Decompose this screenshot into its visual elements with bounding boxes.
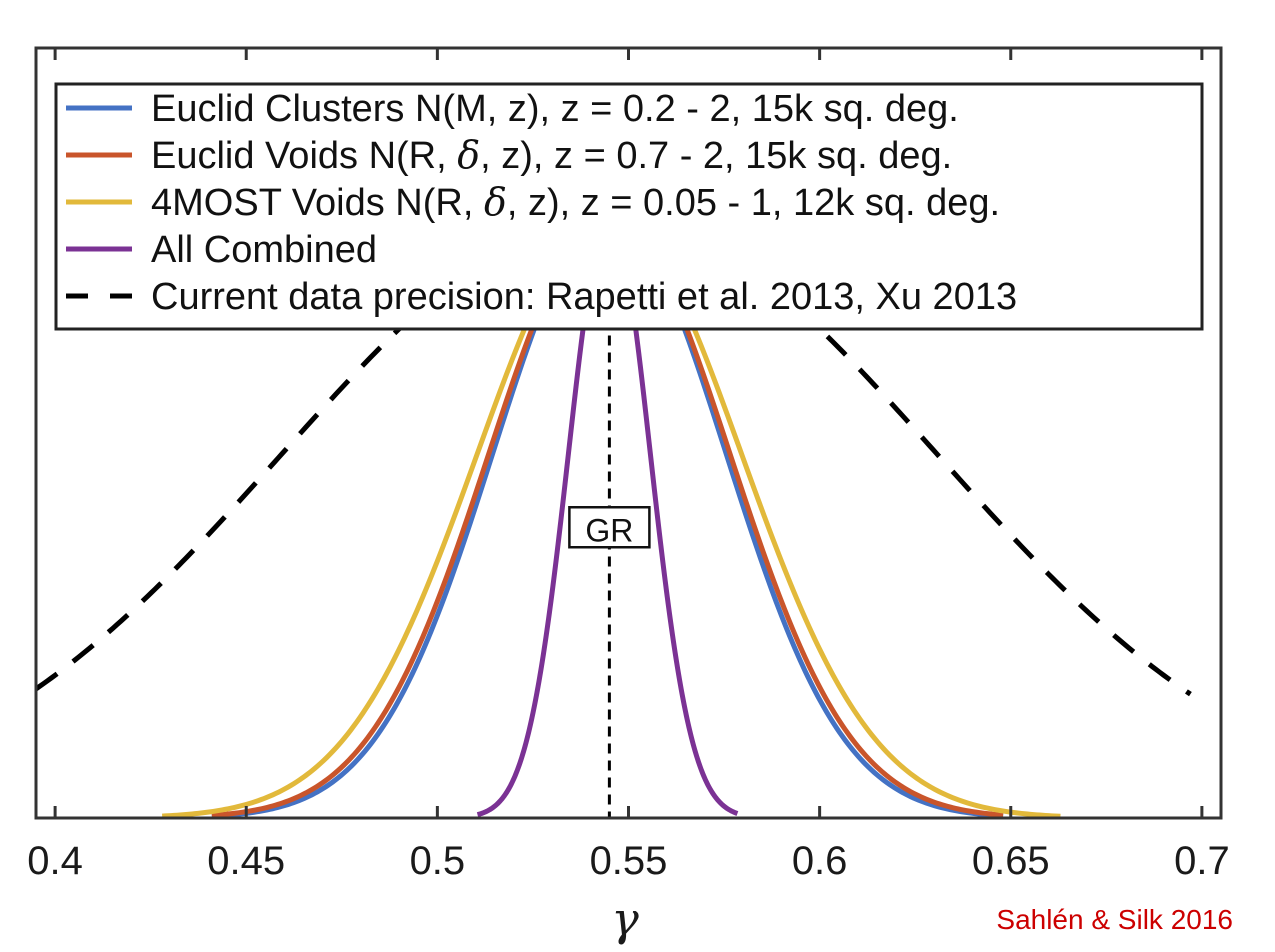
x-tick-label: 0.55 <box>590 839 668 883</box>
legend: Euclid Clusters N(M, z), z = 0.2 - 2, 15… <box>54 82 1204 331</box>
legend-box <box>54 82 1204 331</box>
legend-label-4: All Combined <box>151 229 377 271</box>
legend-label-5: Current data precision: Rapetti et al. 2… <box>151 276 1017 318</box>
gr-label: GR <box>585 512 633 548</box>
x-tick-label: 0.45 <box>207 839 285 883</box>
legend-label-3: 4MOST Voids N(R, δ, z), z = 0.05 - 1, 12… <box>151 180 1000 224</box>
credit-text: Sahlén & Silk 2016 <box>996 904 1233 935</box>
legend-entries: Euclid Clusters N(M, z), z = 0.2 - 2, 15… <box>66 88 1017 318</box>
x-tick-label: 0.5 <box>410 839 466 883</box>
x-ticks: 0.4 0.45 0.5 0.55 0.6 0.65 0.7 <box>27 48 1230 883</box>
x-axis-label: γ <box>611 892 639 946</box>
x-tick-label: 0.4 <box>27 839 83 883</box>
gr-annotation: GR <box>568 506 651 549</box>
x-tick-label: 0.6 <box>792 839 848 883</box>
x-tick-label: 0.7 <box>1174 839 1230 883</box>
legend-label-2: Euclid Voids N(R, δ, z), z = 0.7 - 2, 15… <box>151 133 952 177</box>
x-tick-label: 0.65 <box>972 839 1050 883</box>
gr-label-box <box>568 506 651 549</box>
legend-label-1: Euclid Clusters N(M, z), z = 0.2 - 2, 15… <box>151 88 959 130</box>
